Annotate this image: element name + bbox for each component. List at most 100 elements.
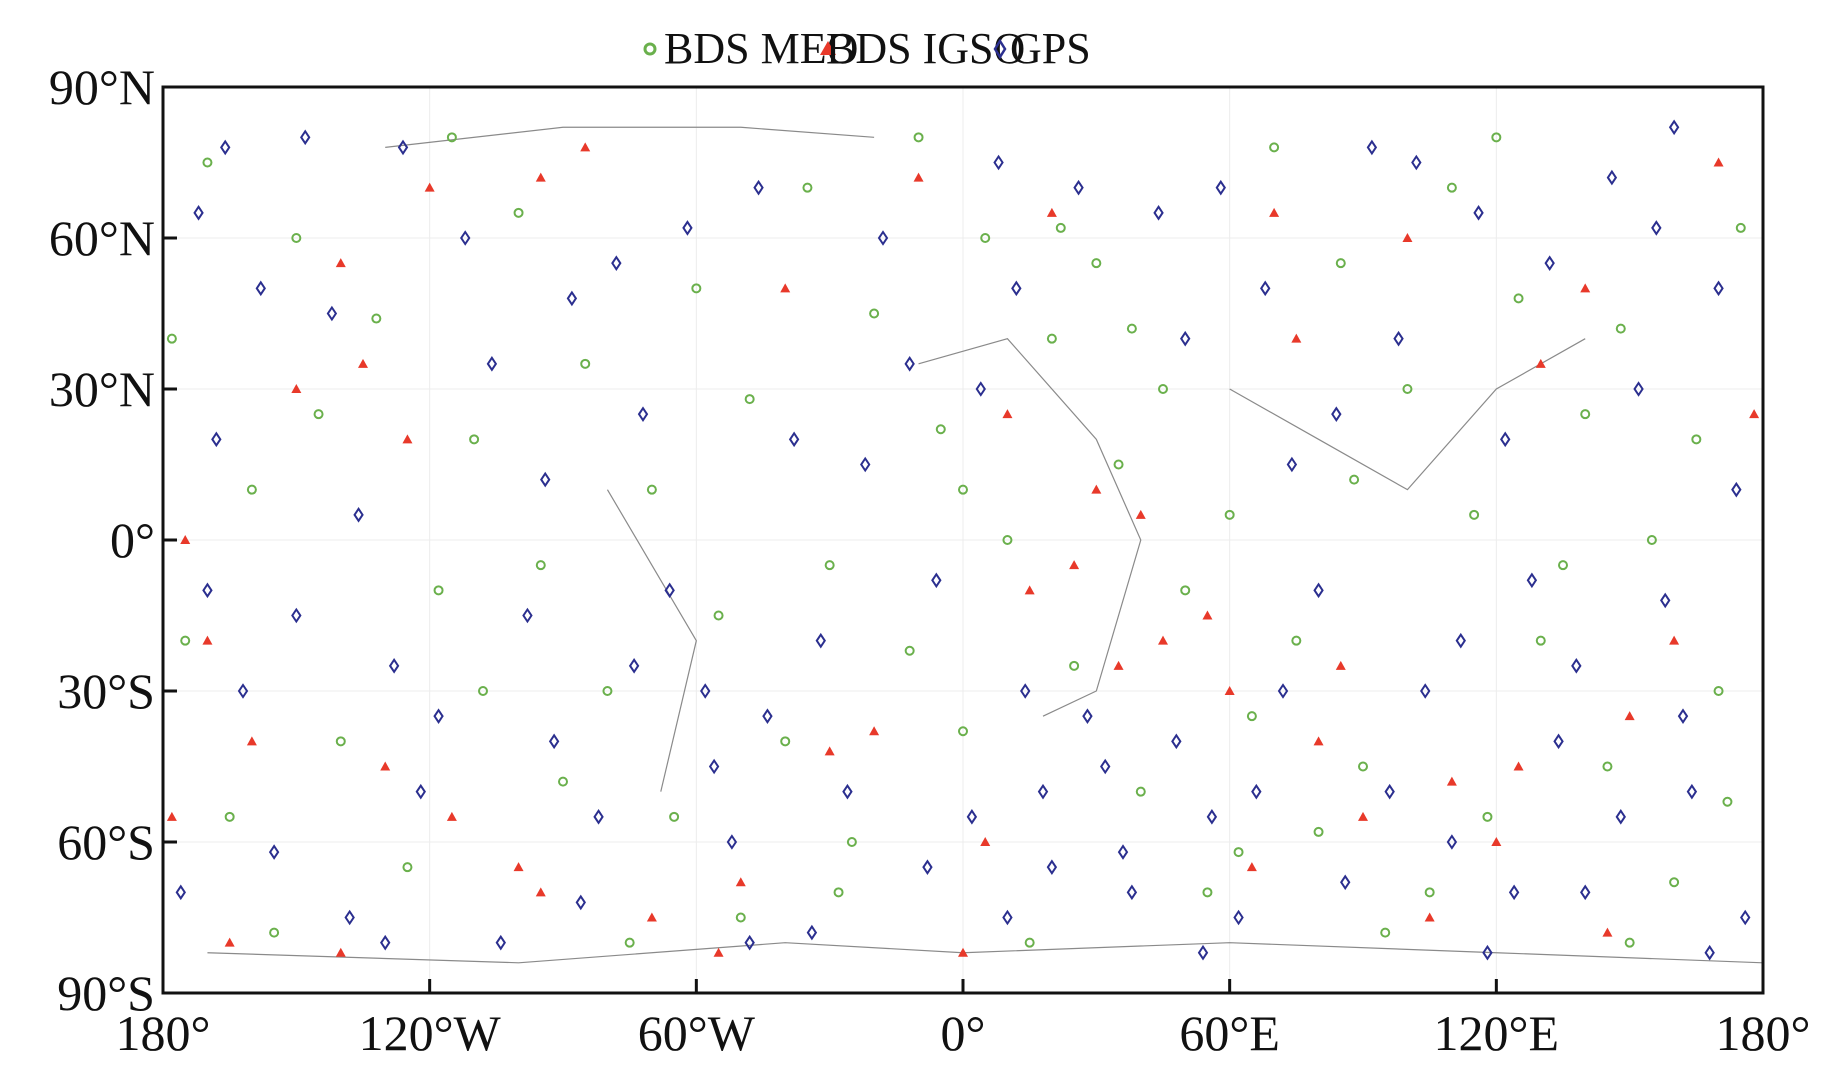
point-bds-meo <box>691 283 702 294</box>
x-tick-label: 0° <box>941 1005 986 1061</box>
point-gps <box>1020 683 1031 699</box>
point-gps <box>397 139 409 156</box>
point-bds-igso <box>958 947 968 957</box>
point-bds-igso <box>824 746 835 756</box>
point-gps <box>1037 783 1049 800</box>
point-bds-meo <box>1713 686 1724 696</box>
point-bds-igso <box>913 172 924 182</box>
point-bds-igso <box>1535 358 1546 368</box>
point-gps <box>593 809 604 825</box>
point-bds-igso <box>980 837 991 846</box>
y-tick-label: 90°N <box>49 59 155 115</box>
grid-lines <box>162 86 1764 994</box>
point-gps <box>1677 708 1689 724</box>
point-gps <box>326 305 338 322</box>
point-gps <box>1446 834 1458 850</box>
point-gps <box>1633 381 1644 397</box>
point-gps <box>611 255 622 271</box>
point-gps <box>1340 874 1351 891</box>
point-gps <box>1482 944 1493 961</box>
point-gps <box>268 844 280 860</box>
point-bds-meo <box>1269 142 1280 153</box>
point-gps <box>744 934 755 951</box>
point-bds-meo <box>1002 535 1013 545</box>
x-tick-label: 120°E <box>1434 1005 1560 1061</box>
point-bds-meo <box>291 233 302 243</box>
y-tick-label: 60°N <box>49 210 155 266</box>
point-gps <box>380 934 391 951</box>
y-tick-label: 90°S <box>57 965 155 1021</box>
point-bds-igso <box>735 877 746 887</box>
point-bds-igso <box>1446 776 1457 786</box>
point-bds-meo <box>935 424 946 435</box>
point-bds-meo <box>1246 711 1257 722</box>
coastline <box>207 942 1764 964</box>
point-bds-igso <box>1624 711 1635 721</box>
point-bds-meo <box>224 811 235 822</box>
point-bds-igso <box>1091 484 1102 494</box>
point-gps <box>922 859 933 875</box>
point-gps <box>726 834 738 850</box>
point-bds-meo <box>744 394 755 405</box>
point-bds-meo <box>433 585 444 596</box>
point-bds-igso <box>646 912 657 922</box>
point-gps <box>1411 154 1422 171</box>
point-gps <box>460 230 471 246</box>
point-bds-meo <box>1224 509 1235 520</box>
point-gps <box>1553 733 1564 750</box>
coastline <box>1229 338 1586 491</box>
point-bds-igso <box>424 182 435 192</box>
point-bds-meo <box>1482 811 1493 822</box>
point-bds-meo <box>1446 182 1457 193</box>
point-bds-igso <box>1246 862 1257 872</box>
point-gps <box>1615 809 1626 825</box>
point-gps <box>1713 280 1724 297</box>
point-bds-igso <box>1713 157 1724 167</box>
point-gps <box>575 894 586 911</box>
point-gps <box>193 205 204 221</box>
point-bds-meo <box>735 912 746 923</box>
point-bds-meo <box>1358 761 1368 772</box>
point-gps <box>1073 179 1084 196</box>
point-bds-igso <box>246 736 257 746</box>
point-gps <box>353 507 364 523</box>
point-bds-igso <box>513 862 524 872</box>
point-bds-meo <box>802 182 813 193</box>
point-gps <box>753 179 764 196</box>
point-gps <box>433 708 444 724</box>
legend: BDS MEO BDS IGSO GPS <box>643 24 1091 73</box>
point-bds-igso <box>180 535 191 544</box>
point-gps <box>1455 632 1466 649</box>
point-bds-meo <box>1091 258 1102 269</box>
point-bds-meo <box>335 736 346 747</box>
point-bds-igso <box>1046 207 1057 217</box>
point-gps <box>1206 809 1218 825</box>
point-bds-meo <box>713 610 724 621</box>
point-gps <box>966 809 978 825</box>
point-bds-meo <box>446 132 457 143</box>
point-bds-meo <box>833 887 844 898</box>
point-bds-igso <box>1513 761 1524 771</box>
point-gps <box>904 356 915 372</box>
point-gps <box>1686 783 1698 800</box>
point-gps <box>1082 708 1093 724</box>
point-bds-meo <box>202 157 213 168</box>
point-bds-igso <box>1158 635 1168 645</box>
legend-label-gps: GPS <box>1010 24 1091 73</box>
point-bds-meo <box>1135 786 1146 797</box>
point-gps <box>1606 169 1618 186</box>
axis-ticks <box>161 85 1765 995</box>
point-bds-igso <box>446 811 457 821</box>
point-bds-meo <box>1055 222 1066 233</box>
point-gps <box>708 758 720 775</box>
point-bds-igso <box>1580 283 1591 293</box>
point-gps <box>1731 481 1742 498</box>
x-axis-labels: 180° 120°W 60°W 0° 60°E 120°E 180° <box>116 1005 1811 1061</box>
point-gps <box>1660 592 1671 609</box>
point-bds-meo <box>535 560 546 571</box>
point-bds-meo <box>1513 293 1524 304</box>
y-tick-label: 0° <box>110 512 155 568</box>
x-tick-label: 180° <box>1716 1005 1811 1061</box>
point-gps <box>415 783 426 800</box>
